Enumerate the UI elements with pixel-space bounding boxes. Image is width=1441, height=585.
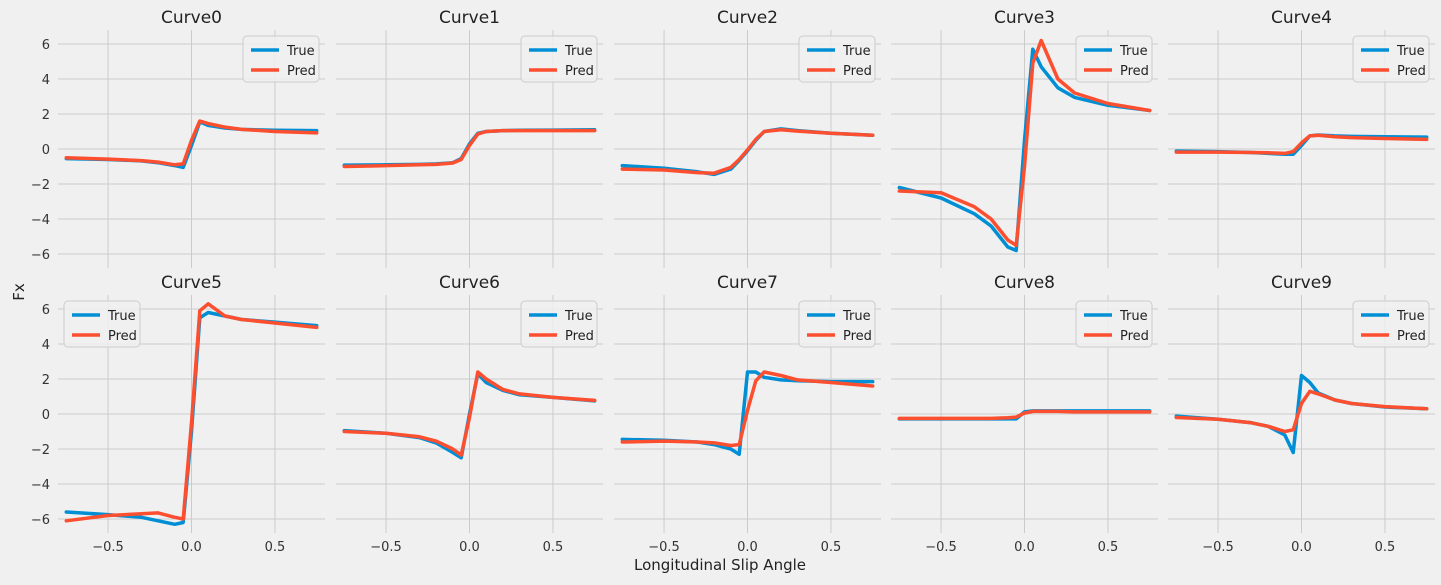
legend-label-true: True	[1396, 309, 1425, 324]
subplot-title: Curve8	[994, 273, 1055, 293]
series-line-pred	[620, 128, 875, 175]
subplot-title: Curve4	[1271, 8, 1332, 28]
subplot-7: −0.5 0.0 0.5 Curve7 True Pred	[614, 273, 881, 555]
y-axis-label: Fx	[10, 283, 28, 301]
legend-label-true: True	[1119, 44, 1148, 59]
subplot-6: −0.5 0.0 0.5 Curve6 True Pred	[336, 273, 603, 555]
series-line-pred	[64, 302, 319, 523]
subplot-title: Curve2	[717, 8, 778, 28]
y-tick-label: 4	[42, 73, 50, 88]
series-line-pred	[64, 119, 319, 167]
subplot-title: Curve0	[161, 8, 222, 28]
y-tick-label: 4	[42, 338, 50, 353]
legend-label-pred: Pred	[108, 329, 137, 344]
y-tick-label: 2	[42, 373, 50, 388]
series-line-pred	[1174, 133, 1429, 156]
y-tick-label: −2	[31, 178, 50, 193]
y-tick-label: 0	[42, 408, 50, 423]
y-tick-label: −2	[31, 443, 50, 458]
legend-label-pred: Pred	[843, 329, 872, 344]
subplot-title: Curve6	[439, 273, 500, 293]
y-tick-label: −6	[31, 513, 50, 528]
legend-label-true: True	[286, 44, 315, 59]
legend-label-true: True	[842, 309, 871, 324]
x-tick-label: −0.5	[648, 540, 680, 555]
series-line-pred	[897, 409, 1152, 421]
y-tick-label: 6	[42, 38, 50, 53]
x-tick-label: 0.5	[265, 540, 286, 555]
legend-label-pred: Pred	[843, 64, 872, 79]
y-tick-label: 6	[42, 303, 50, 318]
y-tick-label: −4	[31, 478, 50, 493]
y-tick-label: −4	[31, 213, 50, 228]
x-tick-label: −0.5	[370, 540, 402, 555]
x-tick-label: 0.0	[1014, 540, 1035, 555]
subplot-title: Curve1	[439, 8, 500, 28]
subplot-title: Curve9	[1271, 273, 1332, 293]
series-line-pred	[342, 128, 597, 169]
legend-label-true: True	[564, 309, 593, 324]
x-axis-label: Longitudinal Slip Angle	[634, 556, 806, 574]
legend-label-pred: Pred	[1120, 329, 1149, 344]
subplot-3: Curve3 True Pred	[891, 8, 1158, 268]
x-tick-label: −0.5	[1202, 540, 1234, 555]
subplot-5: −6 −4 −2 0 2 4 6 −0.5 0.0 0.5 Curve5 True Pred	[31, 273, 325, 555]
x-tick-label: 0.0	[181, 540, 202, 555]
legend-label-true: True	[1119, 309, 1148, 324]
subplot-0: −6 −4 −2 0 2 4 6 Curve0 True Pred	[31, 8, 325, 268]
legend-label-pred: Pred	[565, 329, 594, 344]
x-tick-label: 0.0	[737, 540, 758, 555]
x-tick-label: 0.0	[459, 540, 480, 555]
y-tick-label: −6	[31, 248, 50, 263]
series-line-pred	[342, 370, 597, 457]
legend-label-pred: Pred	[1397, 329, 1426, 344]
y-tick-label: 2	[42, 108, 50, 123]
x-tick-label: −0.5	[92, 540, 124, 555]
x-tick-label: 0.5	[1375, 540, 1396, 555]
subplot-2: Curve2 True Pred	[614, 8, 881, 268]
series-line-pred	[897, 38, 1152, 248]
subplot-title: Curve3	[994, 8, 1055, 28]
x-tick-label: −0.5	[925, 540, 957, 555]
subplot-title: Curve7	[717, 273, 778, 293]
x-tick-label: 0.5	[1098, 540, 1119, 555]
series-line-pred	[1174, 389, 1429, 434]
x-tick-label: 0.5	[543, 540, 564, 555]
y-tick-label: 0	[42, 143, 50, 158]
subplot-title: Curve5	[161, 273, 222, 293]
series-line-true	[897, 47, 1152, 253]
legend-label-pred: Pred	[287, 64, 316, 79]
legend-label-true: True	[842, 44, 871, 59]
x-tick-label: 0.5	[821, 540, 842, 555]
legend-label-pred: Pred	[565, 64, 594, 79]
x-tick-label: 0.0	[1291, 540, 1312, 555]
subplot-9: −0.5 0.0 0.5 Curve9 True Pred	[1168, 273, 1435, 555]
subplot-1: Curve1 True Pred	[336, 8, 603, 268]
series-line-pred	[620, 370, 875, 448]
legend-label-true: True	[107, 309, 136, 324]
subplot-8: −0.5 0.0 0.5 Curve8 True Pred	[891, 273, 1158, 555]
legend-label-pred: Pred	[1397, 64, 1426, 79]
legend-label-pred: Pred	[1120, 64, 1149, 79]
subplot-4: Curve4 True Pred	[1168, 8, 1435, 268]
legend-label-true: True	[1396, 44, 1425, 59]
legend-label-true: True	[564, 44, 593, 59]
